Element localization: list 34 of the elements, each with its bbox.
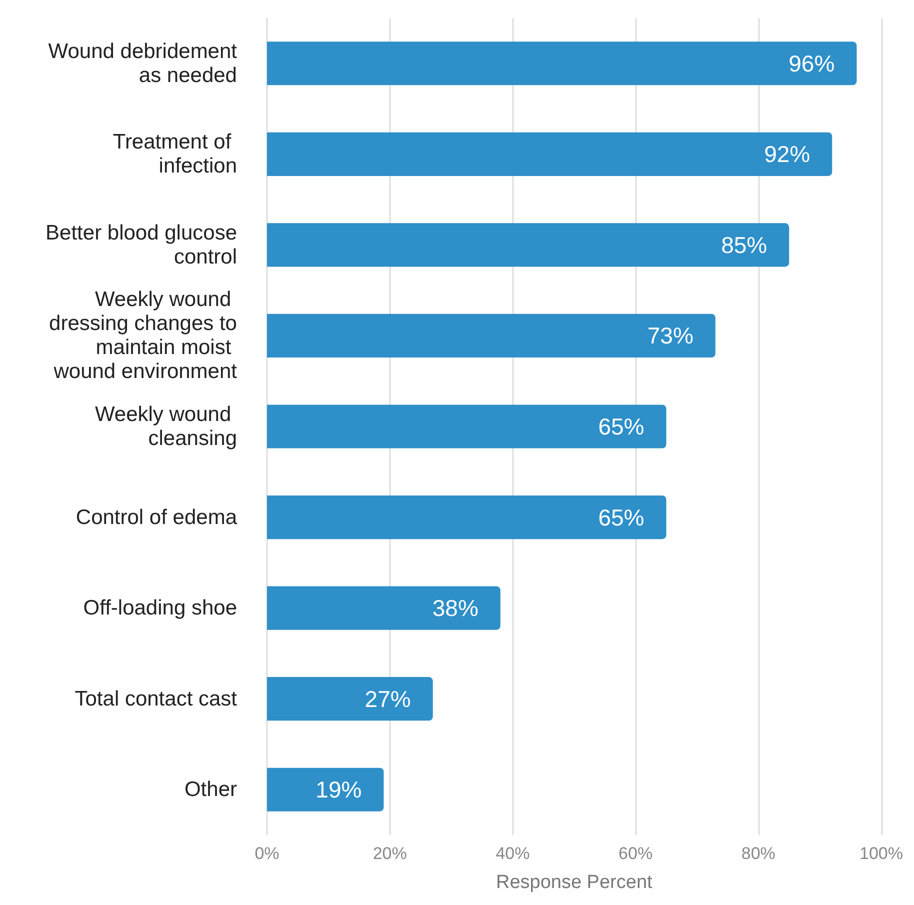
y-tick-label: Treatment of infection: [112, 130, 237, 178]
y-tick-label: Wound debridement as needed: [48, 40, 238, 87]
x-tick-label: 60%: [618, 844, 653, 863]
bar: [267, 495, 666, 540]
y-tick-label: Other: [184, 778, 237, 802]
x-tick-label: 100%: [860, 844, 904, 863]
data-label: 73%: [647, 322, 694, 349]
bar: [267, 677, 433, 721]
y-tick-label: Better blood glucose control: [46, 221, 237, 268]
y-tick-label: Total contact cast: [74, 687, 238, 710]
data-label: 85%: [721, 232, 768, 258]
bar: [267, 42, 857, 86]
y-tick-label: Off-loading shoe: [83, 596, 237, 620]
y-tick-label: Weekly wound cleansing: [94, 403, 237, 450]
data-label: 27%: [364, 686, 411, 712]
bar: [267, 586, 500, 630]
x-tick-label: 80%: [741, 844, 776, 863]
x-tick-label: 40%: [496, 844, 530, 863]
bar: [267, 314, 716, 358]
bar: [267, 223, 790, 267]
data-label: 92%: [764, 141, 810, 168]
y-tick-label: Weekly wound dressing changes to maintain moist wound environment: [49, 288, 238, 384]
y-tick-label: Control of edema: [76, 506, 238, 529]
x-axis-title: Response Percent: [496, 872, 653, 893]
data-label: 38%: [432, 595, 478, 622]
bar: [267, 132, 832, 176]
x-tick-label: 0%: [254, 844, 280, 863]
data-label: 65%: [598, 504, 644, 530]
data-label: 19%: [316, 776, 362, 803]
bar: [267, 404, 666, 448]
data-label: 96%: [788, 50, 835, 76]
bar: [267, 768, 384, 812]
x-tick-label: 20%: [372, 844, 407, 863]
data-label: 65%: [598, 414, 644, 440]
